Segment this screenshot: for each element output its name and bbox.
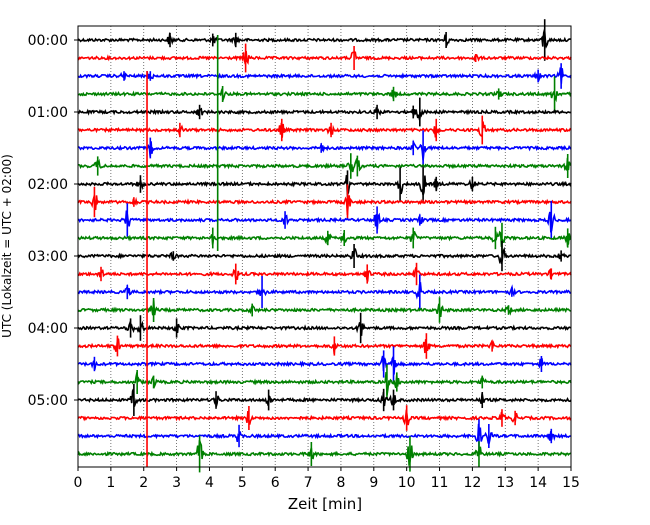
trace-row <box>77 281 572 300</box>
x-tick-label: 3 <box>172 475 181 491</box>
y-tick-label: 03:00 <box>28 249 68 265</box>
trace-row <box>77 267 572 282</box>
trace-layer <box>77 19 572 473</box>
y-tick-label: 05:00 <box>28 393 68 409</box>
trace-row <box>77 337 572 355</box>
trace-row <box>77 354 572 375</box>
x-tick-label: 10 <box>398 475 416 491</box>
x-axis-label: Zeit [min] <box>288 495 362 513</box>
y-tick-label: 00:00 <box>28 33 68 49</box>
x-tick-label: 4 <box>205 475 214 491</box>
x-tick-label: 7 <box>304 475 313 491</box>
trace-row <box>77 423 572 445</box>
y-tick-label: 02:00 <box>28 177 68 193</box>
trace-row <box>78 157 572 174</box>
trace-row <box>77 29 572 49</box>
x-tick-label: 9 <box>369 475 378 491</box>
y-tick-label: 01:00 <box>28 105 68 121</box>
plot-frame <box>77 25 572 468</box>
x-tick-label: 8 <box>336 475 345 491</box>
trace-row <box>77 230 572 248</box>
trace-row <box>77 50 572 66</box>
x-tick-label: 14 <box>529 475 547 491</box>
trace-row <box>77 439 572 467</box>
trace-row <box>77 300 572 318</box>
trace-row <box>77 388 572 407</box>
x-axis: 0 1 2 3 4 5 6 7 8 9 10 11 12 13 14 15 <box>74 467 580 491</box>
trace-row <box>77 107 572 121</box>
y-tick-label: 04:00 <box>28 321 68 337</box>
trace-row <box>77 409 572 426</box>
trace-row <box>77 121 572 138</box>
y-axis: 00:00 01:00 02:00 03:00 04:00 05:00 <box>28 33 78 409</box>
trace-row <box>77 320 572 336</box>
spike-layer <box>146 35 219 467</box>
x-tick-label: 13 <box>496 475 514 491</box>
trace-row <box>78 139 572 161</box>
trace-row <box>78 210 572 233</box>
x-tick-label: 12 <box>463 475 481 491</box>
x-tick-label: 15 <box>562 475 580 491</box>
trace-row <box>77 372 572 396</box>
x-tick-label: 5 <box>238 475 247 491</box>
trace-row <box>77 246 571 265</box>
x-tick-label: 0 <box>74 475 83 491</box>
trace-row <box>77 194 572 216</box>
trace-row <box>77 175 572 196</box>
x-tick-label: 11 <box>431 475 449 491</box>
trace-row <box>77 67 572 84</box>
y-axis-label: UTC (Lokalzeit = UTC + 02:00) <box>0 154 14 338</box>
x-tick-label: 2 <box>139 475 148 491</box>
x-tick-label: 1 <box>106 475 115 491</box>
x-tick-label: 6 <box>271 475 280 491</box>
trace-row <box>77 88 572 103</box>
